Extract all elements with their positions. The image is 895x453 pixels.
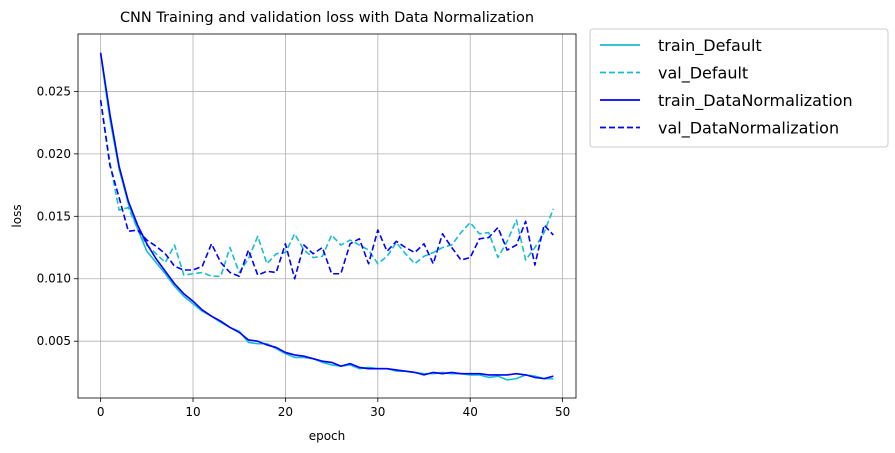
series-layer <box>99 52 555 381</box>
series-line-train-datanormalization <box>99 52 554 380</box>
chart-title: CNN Training and validation loss with Da… <box>120 10 534 26</box>
y-axis-label: loss <box>10 204 24 227</box>
x-tick-label: 50 <box>555 405 570 419</box>
legend-entry-label: val_Default <box>658 64 748 84</box>
legend-entry-label: train_Default <box>658 36 762 56</box>
legend-entry-label: train_DataNormalization <box>658 91 853 111</box>
x-tick-label: 10 <box>185 405 200 419</box>
legend-box <box>589 28 889 148</box>
x-tick-label: 20 <box>278 405 293 419</box>
x-axis: 0 10 20 30 40 50 <box>97 398 570 419</box>
y-tick-label: 0.010 <box>37 272 71 286</box>
y-tick-label: 0.015 <box>37 209 71 223</box>
y-tick-label: 0.005 <box>37 334 71 348</box>
series-line-train-default <box>99 53 554 381</box>
legend: train_Default val_Default train_DataNormal… <box>589 28 889 148</box>
series-line-val-datanormalization <box>99 100 554 280</box>
y-axis: 0.005 0.010 0.015 0.020 0.025 <box>37 84 78 348</box>
legend-entry-label: val_DataNormalization <box>658 119 839 139</box>
x-axis-label: epoch <box>309 429 346 443</box>
x-tick-label: 0 <box>97 405 105 419</box>
x-tick-label: 30 <box>370 405 385 419</box>
x-tick-label: 40 <box>463 405 478 419</box>
y-tick-label: 0.025 <box>37 84 71 98</box>
series-line-val-default <box>99 100 555 278</box>
grid <box>78 34 576 398</box>
y-tick-label: 0.020 <box>37 147 71 161</box>
